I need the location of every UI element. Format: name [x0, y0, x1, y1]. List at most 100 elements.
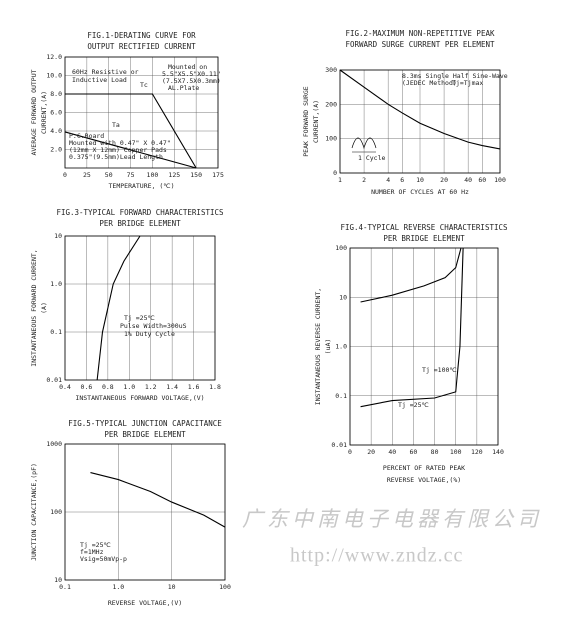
chart-title: FIG.4-TYPICAL REVERSE CHARACTERISTICS [340, 223, 508, 232]
y-axis-label: INSTANTANEOUS FORWARD CURRENT, [30, 249, 38, 366]
series-line [90, 472, 226, 528]
annotation: 1 Cycle [358, 154, 385, 162]
x-tick-label: 1 [338, 176, 342, 184]
annotation: Tj=Tjmax [452, 79, 483, 87]
x-tick-label: 4 [386, 176, 390, 184]
y-tick-label: 6.0 [50, 109, 62, 117]
x-tick-label: 0 [348, 448, 352, 456]
x-tick-label: 10 [168, 583, 176, 591]
x-tick-label: 10 [416, 176, 424, 184]
annotation: (12mm X 12mm) Copper Pads [69, 146, 167, 154]
x-tick-label: 0.4 [59, 383, 71, 391]
y-axis-label: AVERAGE FORWARD OUTPUT [30, 69, 38, 155]
y-tick-label: 10 [54, 232, 62, 240]
x-tick-label: 60 [410, 448, 418, 456]
y-tick-label: 100 [335, 244, 347, 252]
chart-title: FIG.5-TYPICAL JUNCTION CAPACITANCE [68, 419, 222, 428]
y-axis-label: INSTANTANEOUS REVERSE CURRENT, [314, 288, 322, 405]
y-tick-label: 4.0 [50, 127, 62, 135]
series-label: Tj =100℃ [422, 366, 457, 374]
y-axis-label: (uA) [324, 339, 332, 355]
chart-title: PER BRIDGE ELEMENT [99, 219, 181, 228]
annotation: Pulse Width=300uS [120, 322, 187, 330]
y-axis-label: (A) [40, 302, 48, 314]
annotation: f=1MHz [80, 548, 104, 556]
x-tick-label: 60 [478, 176, 486, 184]
y-tick-label: 0.01 [46, 376, 62, 384]
annotation: Mounted on [168, 63, 207, 71]
chart-title: FORWARD SURGE CURRENT PER ELEMENT [345, 40, 494, 49]
series-label: Tc [140, 81, 148, 89]
y-axis-label: CURRENT,(A) [312, 100, 320, 143]
y-axis-label: JUNCTION CAPACITANCE,(pF) [30, 463, 38, 561]
x-tick-label: 175 [212, 171, 224, 179]
y-tick-label: 8.0 [50, 90, 62, 98]
x-tick-label: 25 [83, 171, 91, 179]
series-line [339, 69, 501, 150]
x-tick-label: 1.2 [145, 383, 157, 391]
y-tick-label: 10 [54, 576, 62, 584]
x-tick-label: 75 [127, 171, 135, 179]
series-line [64, 131, 197, 169]
x-axis-label: NUMBER OF CYCLES AT 60 Hz [371, 188, 469, 196]
annotation: (JEDEC Method) [402, 79, 457, 87]
annotation: Mounted with 0.47" X 0.47" [69, 139, 171, 147]
y-axis-label: PEAK FORWARD SURGE [302, 86, 310, 157]
y-axis-label: CURRENT,(A) [40, 91, 48, 134]
y-tick-label: 0.1 [50, 328, 62, 336]
x-tick-label: 1.8 [209, 383, 221, 391]
x-tick-label: 20 [440, 176, 448, 184]
x-tick-label: 0 [63, 171, 67, 179]
y-tick-label: 100 [50, 508, 62, 516]
x-tick-label: 100 [147, 171, 159, 179]
annotation: 60Hz Resistive or [72, 68, 139, 76]
plot-frame [339, 69, 501, 174]
x-tick-label: 1.0 [112, 583, 124, 591]
chart-title: FIG.3-TYPICAL FORWARD CHARACTERISTICS [56, 208, 224, 217]
x-tick-label: 0.1 [59, 583, 71, 591]
annotation: (7.5X7.5X0.3mm) [162, 77, 221, 85]
y-tick-label: 10 [339, 293, 347, 301]
annotation: 5.5"X5.5"X0.11" [162, 70, 221, 78]
y-tick-label: 100 [325, 135, 337, 143]
x-tick-label: 100 [450, 448, 462, 456]
annotation: Tj =25℃ [124, 314, 155, 322]
x-tick-label: 0.8 [102, 383, 114, 391]
plot-frame [64, 443, 226, 581]
x-tick-label: 20 [367, 448, 375, 456]
plot-frame [349, 247, 499, 446]
x-tick-label: 1.0 [123, 383, 135, 391]
watermark-company: 广东中南电子电器有限公司 [242, 507, 542, 531]
chart-title: FIG.1-DERATING CURVE FOR [87, 31, 196, 40]
x-tick-label: 120 [471, 448, 483, 456]
y-tick-label: 10.0 [46, 72, 62, 80]
x-tick-label: 2 [362, 176, 366, 184]
y-tick-label: 300 [325, 66, 337, 74]
x-axis-label: REVERSE VOLTAGE,(V) [108, 599, 182, 607]
annotation: Inductive Load [72, 76, 127, 84]
annotation: 8.3ms Single Half Sine-Wave [402, 72, 508, 80]
y-tick-label: 1.0 [50, 280, 62, 288]
y-tick-label: 2.0 [50, 146, 62, 154]
x-tick-label: 1.4 [166, 383, 178, 391]
x-tick-label: 50 [105, 171, 113, 179]
series-line [360, 247, 462, 303]
x-tick-label: 1.6 [188, 383, 200, 391]
y-tick-label: 0.1 [335, 392, 347, 400]
x-tick-label: 125 [168, 171, 180, 179]
series-line [96, 235, 141, 381]
annotation: P.C.Board [69, 132, 104, 140]
x-tick-label: 80 [431, 448, 439, 456]
series-label: Tj =25℃ [398, 401, 429, 409]
x-tick-label: 0.6 [81, 383, 93, 391]
x-tick-label: 100 [494, 176, 506, 184]
y-tick-label: 1.0 [335, 343, 347, 351]
x-axis-label: REVERSE VOLTAGE,(%) [387, 476, 461, 484]
chart-title: PER BRIDGE ELEMENT [383, 234, 465, 243]
x-axis-label: INSTANTANEOUS FORWARD VOLTAGE,(V) [75, 394, 204, 402]
y-tick-label: 12.0 [46, 53, 62, 61]
y-tick-label: 0 [333, 169, 337, 177]
x-tick-label: 6 [400, 176, 404, 184]
